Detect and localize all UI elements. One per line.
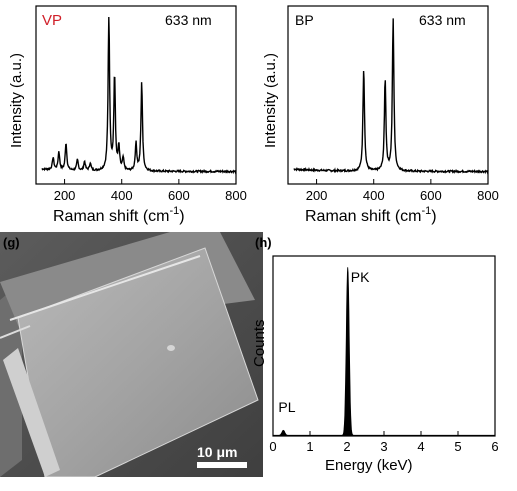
sem-scale-bar [197,462,247,468]
bp-wavelength-annotation: 633 nm [419,12,466,28]
edx-x-tick-label-6: 6 [491,439,498,454]
edx-x-tick-label-3: 3 [380,439,387,454]
bp-x-axis-ticks: 200 400 600 800 [306,179,499,203]
edx-x-tick-label-2: 2 [343,439,350,454]
bp-x-tick-label-200: 200 [306,188,328,203]
edx-x-tick-label-1: 1 [306,439,313,454]
sem-image-panel: (g) 10 μm [0,232,263,477]
vp-x-tick-label-200: 200 [54,188,76,203]
edx-panel-label: (h) [255,235,272,250]
edx-x-tick-label-4: 4 [417,439,424,454]
sem-plate-edge [3,348,60,477]
bp-x-tick-label-600: 600 [420,188,442,203]
edx-x-tick-label-5: 5 [454,439,461,454]
vp-x-tick-label-800: 800 [225,188,247,203]
sem-step-line-2 [0,325,31,339]
edx-plot-frame [272,255,496,437]
vp-raman-panel: VP 633 nm 200 400 600 800 Intensity (a.u.) … [8,5,247,225]
bp-x-tick-label-800: 800 [477,188,499,203]
bp-raman-panel: BP 633 nm 200 400 600 800 Intensity (a.u.) … [262,5,499,225]
bp-sample-label: BP [295,12,314,28]
vp-x-tick-label-600: 600 [168,188,190,203]
vp-y-axis-label: Intensity (a.u.) [8,53,25,148]
bp-x-tick-label-400: 400 [363,188,385,203]
edx-x-tick-label-0: 0 [269,439,276,454]
vp-wavelength-annotation: 633 nm [165,12,212,28]
vp-x-axis-ticks: 200 400 600 800 [54,179,247,203]
edx-pk-peak-label: PK [351,269,370,285]
bp-spectrum-line [293,18,489,175]
sem-surface-particle [167,345,175,351]
vp-spectrum-line [41,16,237,175]
bp-plot-frame [287,5,489,185]
bp-y-axis-label: Intensity (a.u.) [262,53,279,148]
edx-pl-peak-label: PL [278,399,295,415]
bp-x-axis-label: Raman shift (cm-1) [305,205,437,225]
vp-plot-frame [35,5,237,185]
sem-panel-label: (g) [3,235,20,250]
edx-spectrum-area [272,267,496,437]
sem-scale-text: 10 μm [197,444,237,460]
edx-y-axis-label: Counts [251,319,268,367]
vp-sample-label: VP [42,12,62,29]
edx-x-axis-ticks: 0 1 2 3 4 5 6 [269,431,499,454]
vp-x-tick-label-400: 400 [111,188,133,203]
vp-x-axis-label: Raman shift (cm-1) [53,205,185,225]
edx-x-axis-label: Energy (keV) [325,457,413,474]
sem-step-line [9,255,201,321]
edx-panel: (h) PK PL 0 1 2 3 4 5 6 Counts Energy (keV) [251,235,499,474]
